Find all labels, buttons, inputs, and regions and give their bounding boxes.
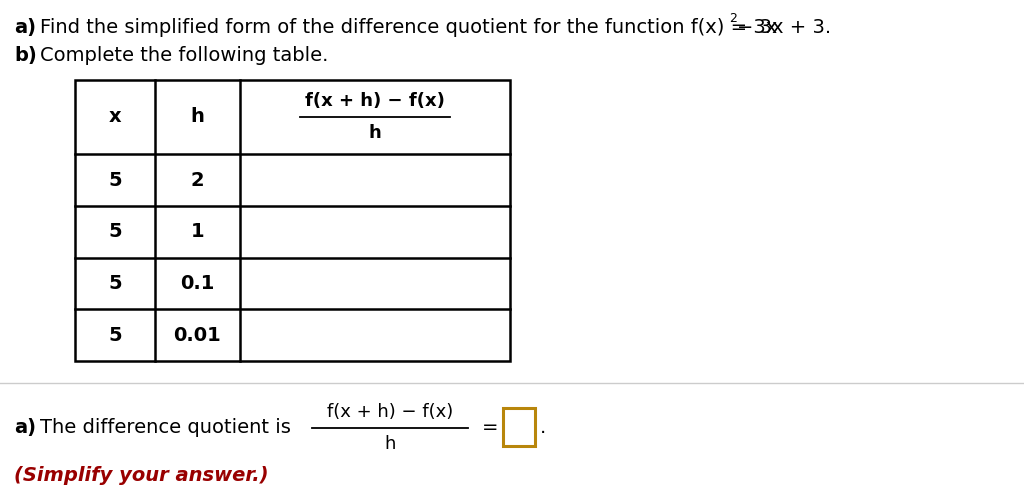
Text: f(x + h) − f(x): f(x + h) − f(x) — [305, 92, 445, 110]
Text: x: x — [109, 107, 121, 127]
Text: =: = — [482, 418, 499, 437]
Text: a): a) — [14, 418, 36, 437]
Bar — [75, 79, 510, 361]
Text: 5: 5 — [109, 222, 122, 241]
Text: (Simplify your answer.): (Simplify your answer.) — [14, 466, 268, 485]
Text: Find the simplified form of the difference quotient for the function f(x) = 3x: Find the simplified form of the differen… — [40, 18, 777, 37]
Text: − 3x + 3.: − 3x + 3. — [737, 18, 831, 37]
Text: 5: 5 — [109, 170, 122, 189]
Text: 0.01: 0.01 — [174, 326, 221, 345]
Text: Complete the following table.: Complete the following table. — [40, 46, 329, 65]
Text: h: h — [384, 434, 395, 452]
Text: 1: 1 — [190, 222, 205, 241]
Text: f(x + h) − f(x): f(x + h) − f(x) — [327, 403, 454, 421]
Text: b): b) — [14, 46, 37, 65]
Text: 2: 2 — [190, 170, 205, 189]
Text: h: h — [369, 124, 381, 142]
Text: 0.1: 0.1 — [180, 274, 215, 293]
Text: a): a) — [14, 18, 36, 37]
Text: 2: 2 — [729, 12, 737, 25]
Text: .: . — [540, 418, 546, 437]
Bar — [503, 408, 535, 446]
Text: 5: 5 — [109, 274, 122, 293]
Text: 5: 5 — [109, 326, 122, 345]
Text: The difference quotient is: The difference quotient is — [40, 418, 291, 437]
Text: h: h — [190, 107, 205, 127]
